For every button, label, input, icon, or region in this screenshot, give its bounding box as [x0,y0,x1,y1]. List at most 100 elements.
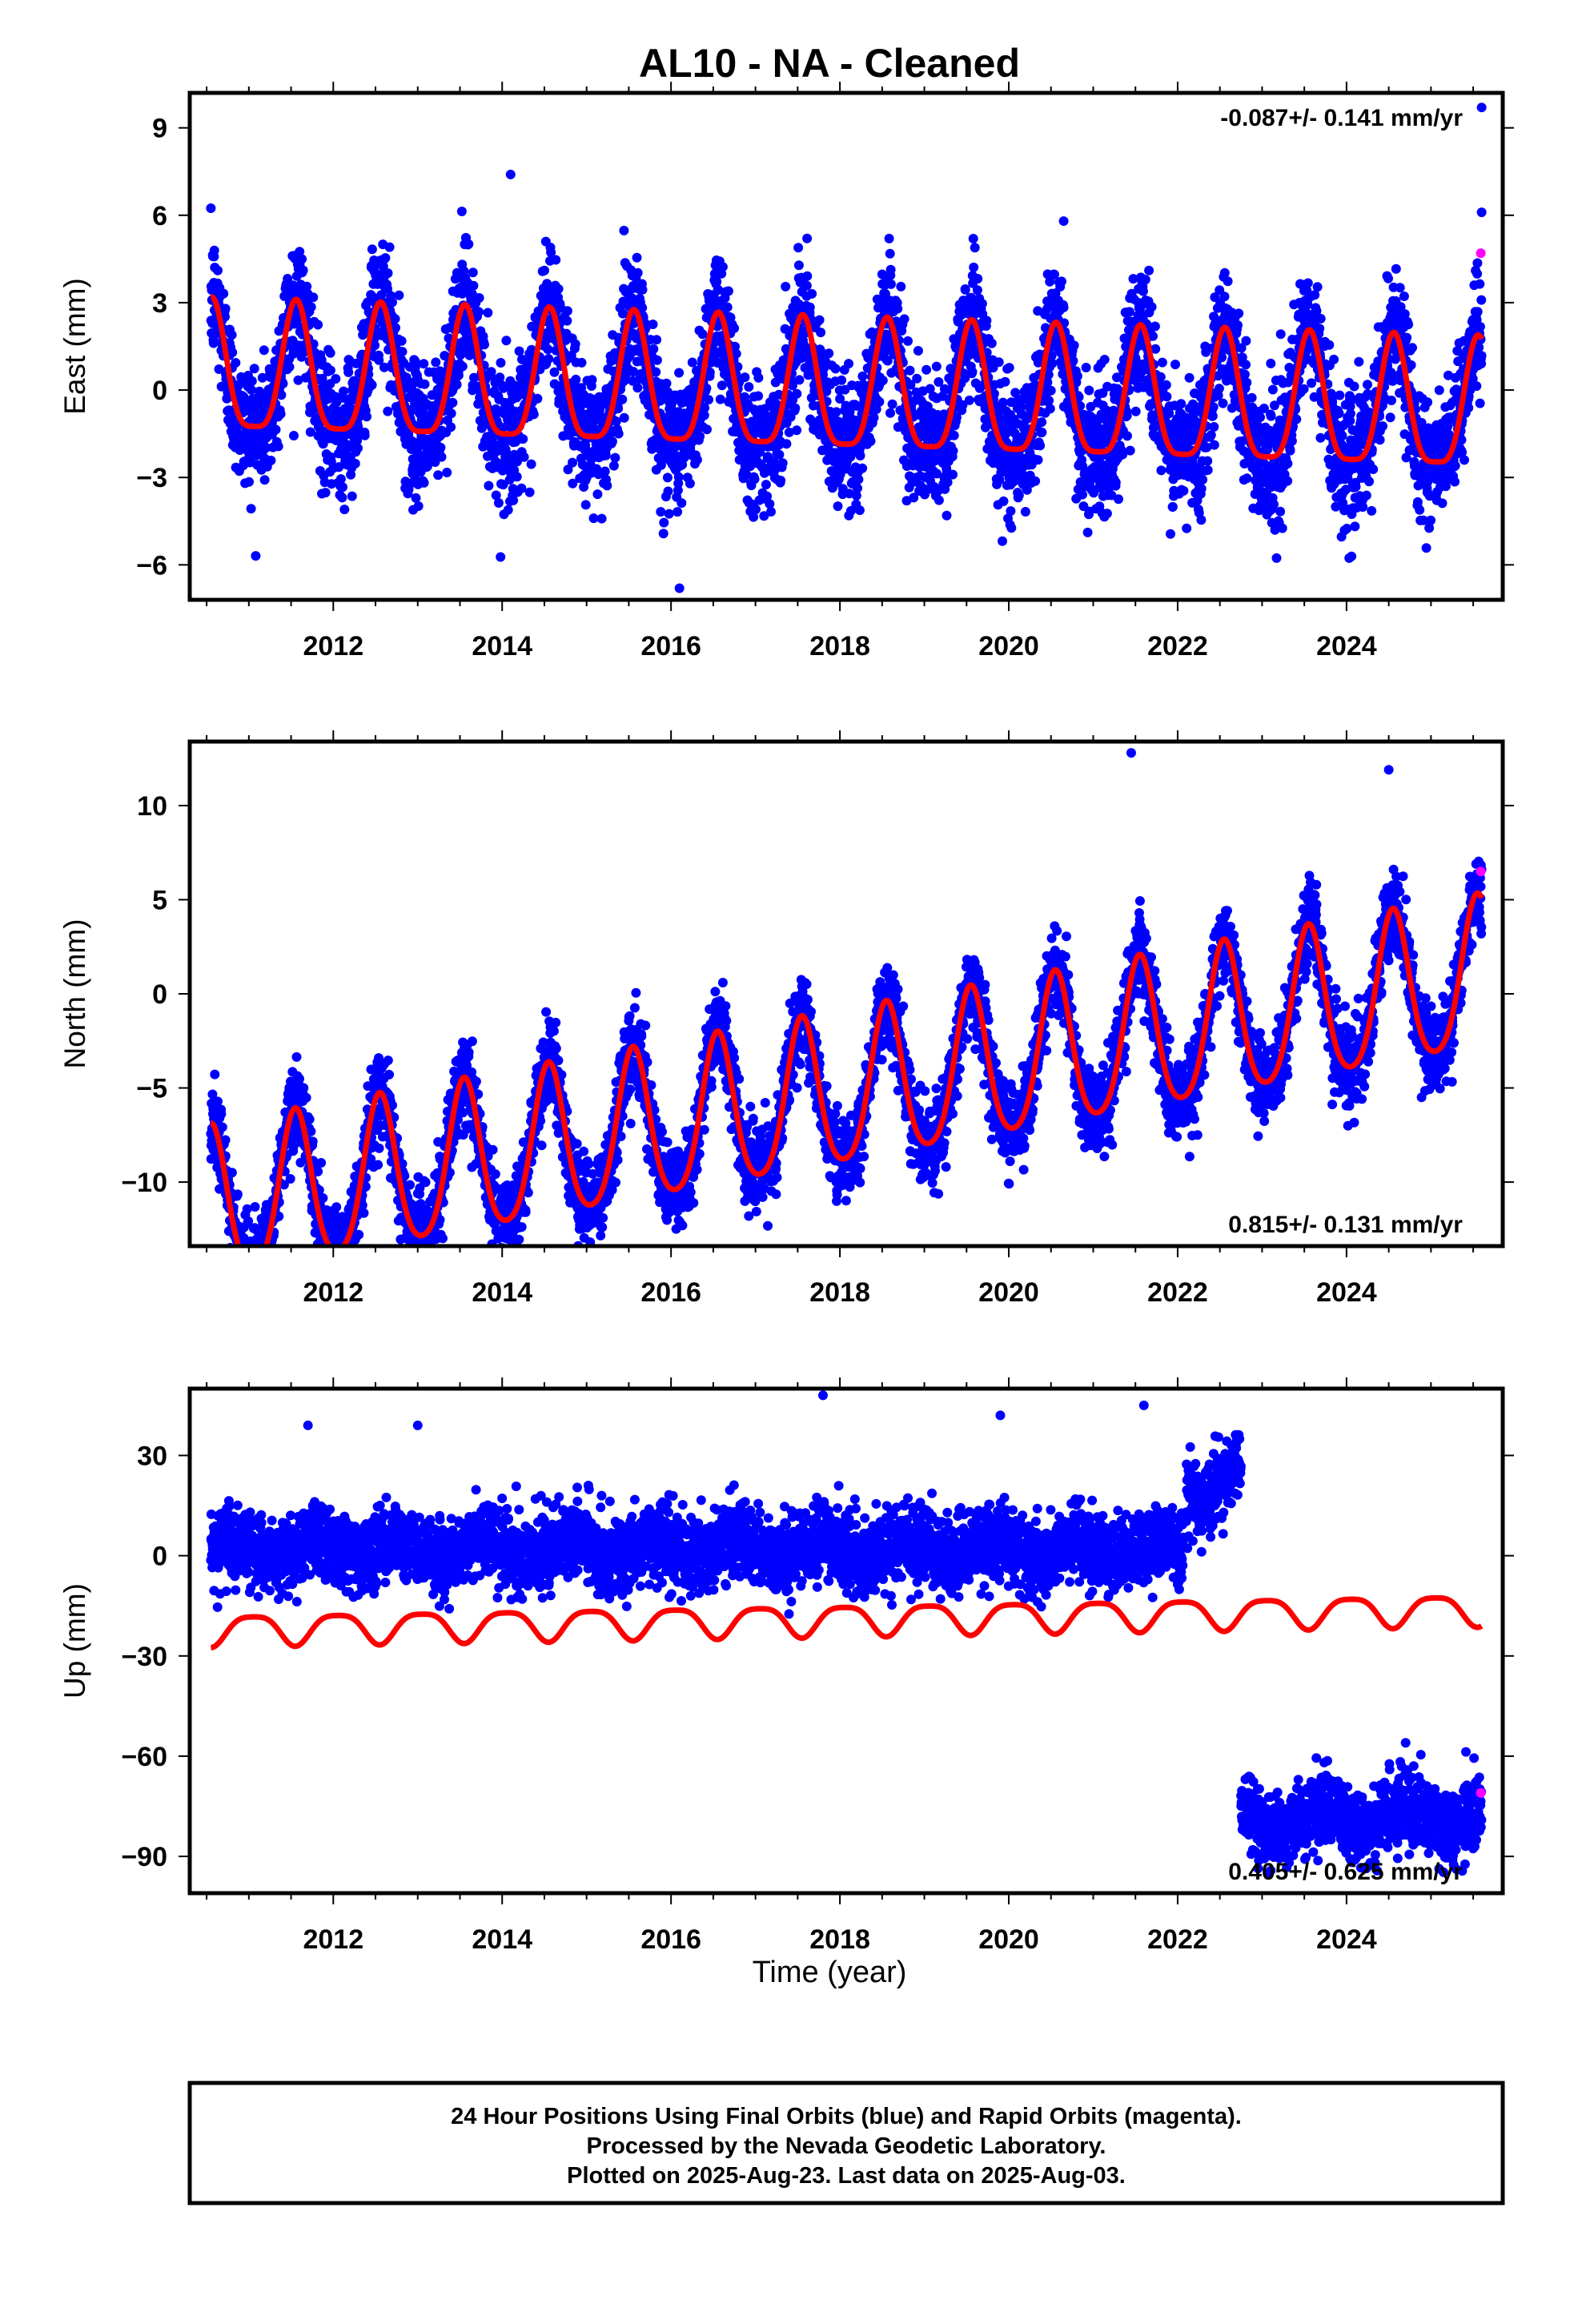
data-point [1329,354,1339,364]
data-point [390,314,400,324]
data-point [741,469,752,480]
data-point [362,412,371,422]
data-point [271,424,281,435]
data-point [571,374,581,384]
data-point [503,505,513,515]
data-point [512,456,522,467]
data-point [854,505,865,516]
data-point [699,410,709,420]
data-point [367,244,377,255]
data-point [968,234,978,243]
data-point [1242,473,1252,484]
data-point [912,373,922,384]
data-point [1207,411,1218,421]
data-point [1150,321,1160,332]
data-point [774,449,785,460]
data-point [651,367,661,377]
data-point [411,493,421,503]
data-point [551,255,561,265]
data-point [833,501,843,512]
data-point [518,434,528,444]
data-point [446,408,456,419]
data-point [1349,381,1359,392]
data-point [526,459,536,469]
data-point [1146,302,1157,312]
data-point [367,380,377,390]
data-point [762,491,773,501]
data-point [563,464,573,475]
east-panel: 2012 2014 2016 2018 2020 2022 20249630−3−6East… [58,82,1514,661]
data-point [760,404,770,414]
data-point [436,452,447,462]
data-point [526,344,536,355]
data-point [1069,340,1079,351]
data-point [1072,371,1082,381]
data-point [396,336,407,346]
data-point [1138,286,1148,296]
data-point [592,489,603,500]
data-point [1033,455,1043,465]
data-point [769,457,780,468]
data-point [731,348,741,359]
data-point [540,265,549,275]
data-point [885,248,895,259]
data-point [1358,502,1368,513]
data-point [568,457,577,468]
data-point [1176,399,1186,409]
data-point [1110,477,1121,488]
data-point [749,512,759,522]
data-point [781,281,791,292]
data-point [921,364,932,375]
data-point [359,430,370,440]
data-point [885,264,896,275]
data-point [619,225,629,235]
data-point [905,365,915,376]
data-point [1209,422,1219,432]
data-point [227,348,238,358]
data-point [753,372,764,383]
data-point [214,364,224,374]
data-point [794,375,805,385]
data-point [770,377,781,388]
data-point [305,427,315,437]
data-point [1303,278,1313,288]
data-point [659,517,669,528]
data-point [661,378,672,388]
data-point [266,456,276,465]
data-point [970,243,980,253]
data-point [1218,398,1228,408]
data-point [293,375,303,385]
data-point [673,472,684,482]
data-point [570,339,580,349]
data-point [1124,307,1134,317]
data-point [610,452,620,463]
data-point [1058,302,1069,312]
data-point [1203,465,1213,475]
data-point [656,507,666,517]
data-point [801,280,812,291]
data-point [607,436,617,447]
data-point [761,480,771,490]
data-point [896,281,906,292]
data-point [986,338,997,348]
data-point [967,367,978,377]
data-point [1037,417,1047,428]
data-point [692,455,702,465]
data-point [611,416,621,427]
data-point [580,500,591,510]
data-point [576,357,587,368]
data-point [384,242,395,252]
data-point [486,367,496,377]
data-point [1155,372,1166,382]
data-point [419,359,429,369]
data-point [1239,369,1250,380]
data-point [1312,282,1323,292]
data-point [793,260,804,271]
data-point [1350,521,1360,532]
data-point [792,425,802,436]
data-point [259,345,269,356]
data-point [1335,390,1345,400]
data-point [637,303,648,313]
data-point [504,475,515,485]
data-point [977,299,987,309]
